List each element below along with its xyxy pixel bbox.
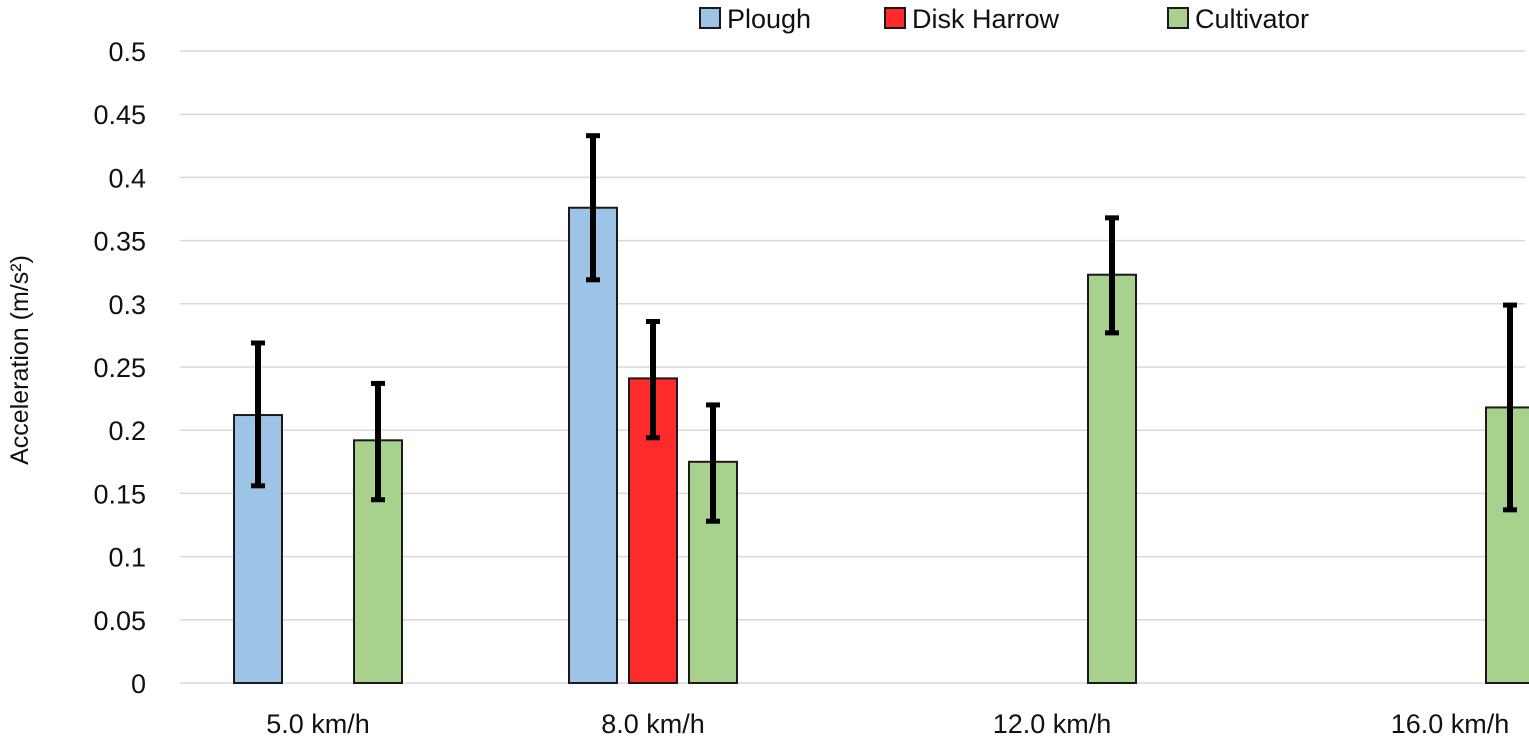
y-tick-label: 0.45 xyxy=(93,100,146,130)
legend-swatch xyxy=(884,7,906,29)
y-tick-label: 0.15 xyxy=(93,479,146,509)
error-bars xyxy=(251,133,1517,524)
bars xyxy=(233,206,1529,685)
y-tick-label: 0.35 xyxy=(93,227,146,257)
legend-label: Plough xyxy=(727,4,811,34)
y-tick-label: 0.5 xyxy=(108,37,146,67)
legend-swatch xyxy=(699,7,721,29)
y-axis-label: Acceleration (m/s²) xyxy=(6,255,34,465)
y-tick-label: 0.05 xyxy=(93,606,146,636)
y-tick-label: 0.1 xyxy=(108,543,146,573)
x-category-label: 8.0 km/h xyxy=(601,709,705,739)
y-tick-label: 0 xyxy=(131,669,146,699)
x-axis-categories: 5.0 km/h 8.0 km/h 12.0 km/h 16.0 km/h xyxy=(266,709,1509,739)
x-category-label: 5.0 km/h xyxy=(266,709,370,739)
legend-swatch xyxy=(1167,7,1189,29)
legend-label: Disk Harrow xyxy=(912,4,1060,34)
x-category-label: 12.0 km/h xyxy=(993,709,1112,739)
legend-label: Cultivator xyxy=(1195,4,1309,34)
bar-plough xyxy=(568,206,618,684)
y-tick-label: 0.2 xyxy=(108,416,146,446)
bar-cultivator xyxy=(1087,273,1137,684)
y-axis-ticks: 0 0.05 0.1 0.15 0.2 0.25 0.3 0.35 0.4 0.45 0.5 xyxy=(93,37,146,699)
y-tick-label: 0.25 xyxy=(93,353,146,383)
y-tick-label: 0.3 xyxy=(108,290,146,320)
gridlines xyxy=(180,50,1525,684)
legend: Plough Disk Harrow Cultivator xyxy=(699,4,1309,34)
y-tick-label: 0.4 xyxy=(108,163,146,193)
x-category-label: 16.0 km/h xyxy=(1391,709,1510,739)
